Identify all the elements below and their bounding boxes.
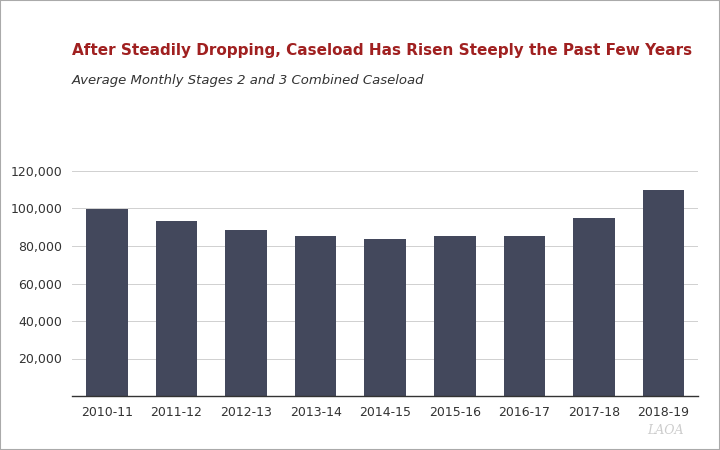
Text: After Steadily Dropping, Caseload Has Risen Steeply the Past Few Years: After Steadily Dropping, Caseload Has Ri… (72, 43, 692, 58)
Bar (503, 236, 545, 396)
Bar (156, 220, 197, 396)
Bar (86, 209, 127, 396)
Bar (294, 236, 336, 396)
Bar (643, 190, 685, 396)
Bar (434, 236, 476, 396)
Bar (364, 238, 406, 396)
Text: LAOA: LAOA (647, 423, 684, 436)
Bar (573, 218, 615, 396)
Text: Average Monthly Stages 2 and 3 Combined Caseload: Average Monthly Stages 2 and 3 Combined … (72, 74, 425, 87)
Text: Figure 1: Figure 1 (10, 14, 68, 27)
Bar (225, 230, 267, 396)
